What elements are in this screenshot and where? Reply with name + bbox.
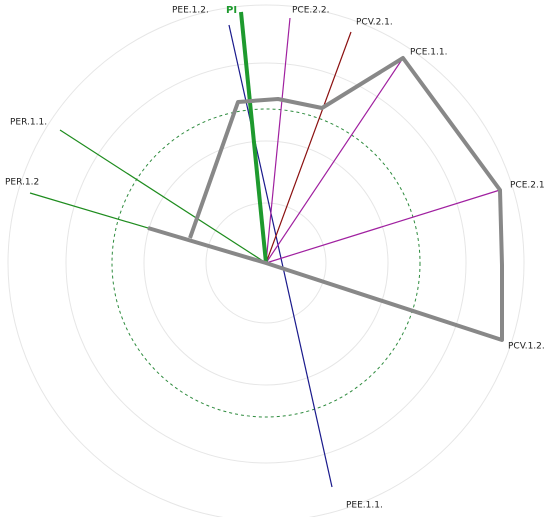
ring: [65, 62, 467, 464]
label: PI: [226, 5, 237, 16]
label: PCV.2.1.: [356, 18, 393, 28]
label: PCE.2.1: [510, 181, 545, 191]
ring: [205, 202, 327, 324]
label: PEE.1.1.: [346, 501, 383, 511]
pce11-axis: [265, 57, 404, 264]
rings: [7, 4, 525, 517]
pce21-axis: [265, 189, 501, 264]
ring: [143, 140, 389, 386]
label: PCE.2.2.: [292, 6, 329, 16]
profile: [147, 56, 504, 342]
label: PCV.1.2.: [508, 342, 545, 352]
label: PER.1.1.: [10, 118, 47, 128]
ring: [7, 4, 525, 517]
label: PCE.1.1.: [410, 48, 447, 58]
label: PER.1.2: [5, 178, 39, 188]
pi-axis: [239, 11, 268, 264]
threshold-ring: [111, 108, 421, 418]
per11-axis: [59, 129, 267, 264]
pcv21-axis: [265, 31, 352, 264]
pce22-axis: [265, 17, 291, 264]
label: PEE.1.2.: [172, 6, 209, 16]
